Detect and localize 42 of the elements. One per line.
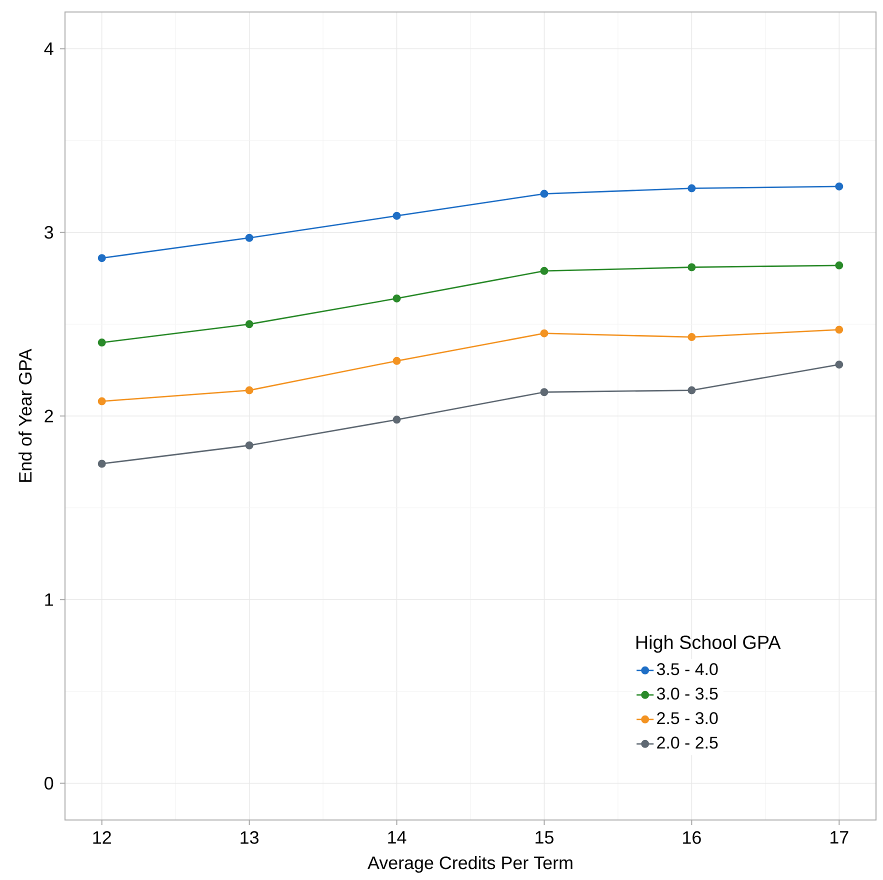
point xyxy=(688,386,696,394)
point xyxy=(688,184,696,192)
point xyxy=(245,320,254,328)
legend-label: 3.5 - 4.0 xyxy=(656,663,718,676)
point xyxy=(688,333,696,342)
x-tick-label: 15 xyxy=(536,831,554,844)
x-tick-label: 16 xyxy=(683,831,701,844)
point xyxy=(392,356,401,365)
legend-label: 2.0 - 2.5 xyxy=(657,736,718,749)
point xyxy=(540,266,548,275)
legend-title: High School GPA xyxy=(636,635,781,653)
point xyxy=(835,326,844,334)
point xyxy=(245,441,254,450)
y-tick-label: 1 xyxy=(45,593,53,606)
point xyxy=(540,190,548,198)
y-tick-label: 2 xyxy=(44,410,53,422)
point xyxy=(98,460,106,468)
x-axis-title: Average Credits Per Term xyxy=(368,856,572,873)
point xyxy=(835,182,844,190)
point xyxy=(98,397,106,406)
point xyxy=(392,416,401,424)
x-tick-label: 12 xyxy=(93,831,111,844)
y-tick-label: 4 xyxy=(44,42,54,55)
point xyxy=(392,212,401,220)
legend-label: 2.5 - 3.0 xyxy=(657,712,718,724)
point xyxy=(245,234,254,242)
y-tick-label: 0 xyxy=(44,776,54,790)
point xyxy=(98,254,106,262)
point xyxy=(688,263,696,272)
point xyxy=(98,338,106,347)
x-tick-label: 13 xyxy=(240,831,259,844)
y-tick-label: 3 xyxy=(44,226,54,239)
y-axis-title: End of Year GPA xyxy=(18,348,32,482)
point xyxy=(835,261,844,270)
point xyxy=(540,329,548,338)
point xyxy=(540,388,548,396)
x-tick-label: 17 xyxy=(830,831,848,844)
point xyxy=(835,360,844,369)
point xyxy=(245,386,254,394)
legend-label: 3.0 - 3.5 xyxy=(656,688,718,700)
x-tick-label: 14 xyxy=(388,831,406,844)
point xyxy=(392,294,401,302)
